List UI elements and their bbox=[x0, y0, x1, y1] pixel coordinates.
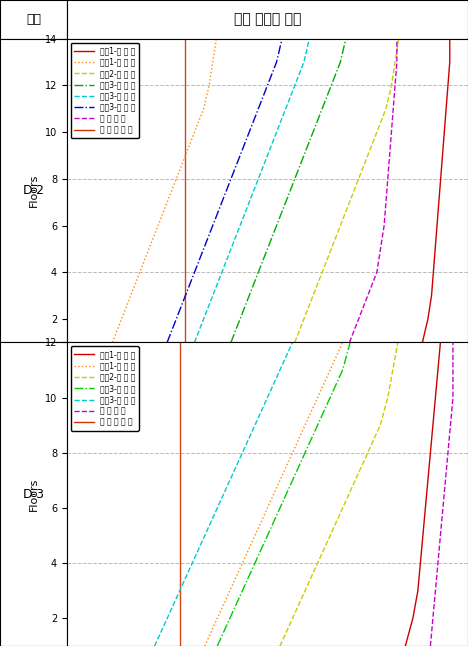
Text: 순번: 순번 bbox=[26, 13, 41, 26]
Text: D-3: D-3 bbox=[22, 488, 44, 501]
Legend: 나로1-가 방 향, 나로1-나 방 향, 나로2-가 방 향, 나로3-가 방 향, 나로3-나 방 향, 동 로 방 향, 동 로 나 방 향: 나로1-가 방 향, 나로1-나 방 향, 나로2-가 방 향, 나로3-가 방… bbox=[71, 346, 139, 431]
Legend: 대로1-가 방 향, 대로1-나 방 향, 대로2-가 방 향, 대로3-가 방 향, 대로3-나 방 향, 대로3-다 방 향, 동 로 방 향, 동 로 나: 대로1-가 방 향, 대로1-나 방 향, 대로2-가 방 향, 대로3-가 방… bbox=[71, 43, 139, 138]
Text: 층별 소음도 추이: 층별 소음도 추이 bbox=[234, 12, 301, 26]
X-axis label: Leq[dB(A)]: Leq[dB(A)] bbox=[237, 368, 298, 378]
Y-axis label: Floors: Floors bbox=[29, 477, 39, 511]
Text: D-2: D-2 bbox=[22, 184, 44, 197]
Y-axis label: Floors: Floors bbox=[29, 174, 39, 207]
